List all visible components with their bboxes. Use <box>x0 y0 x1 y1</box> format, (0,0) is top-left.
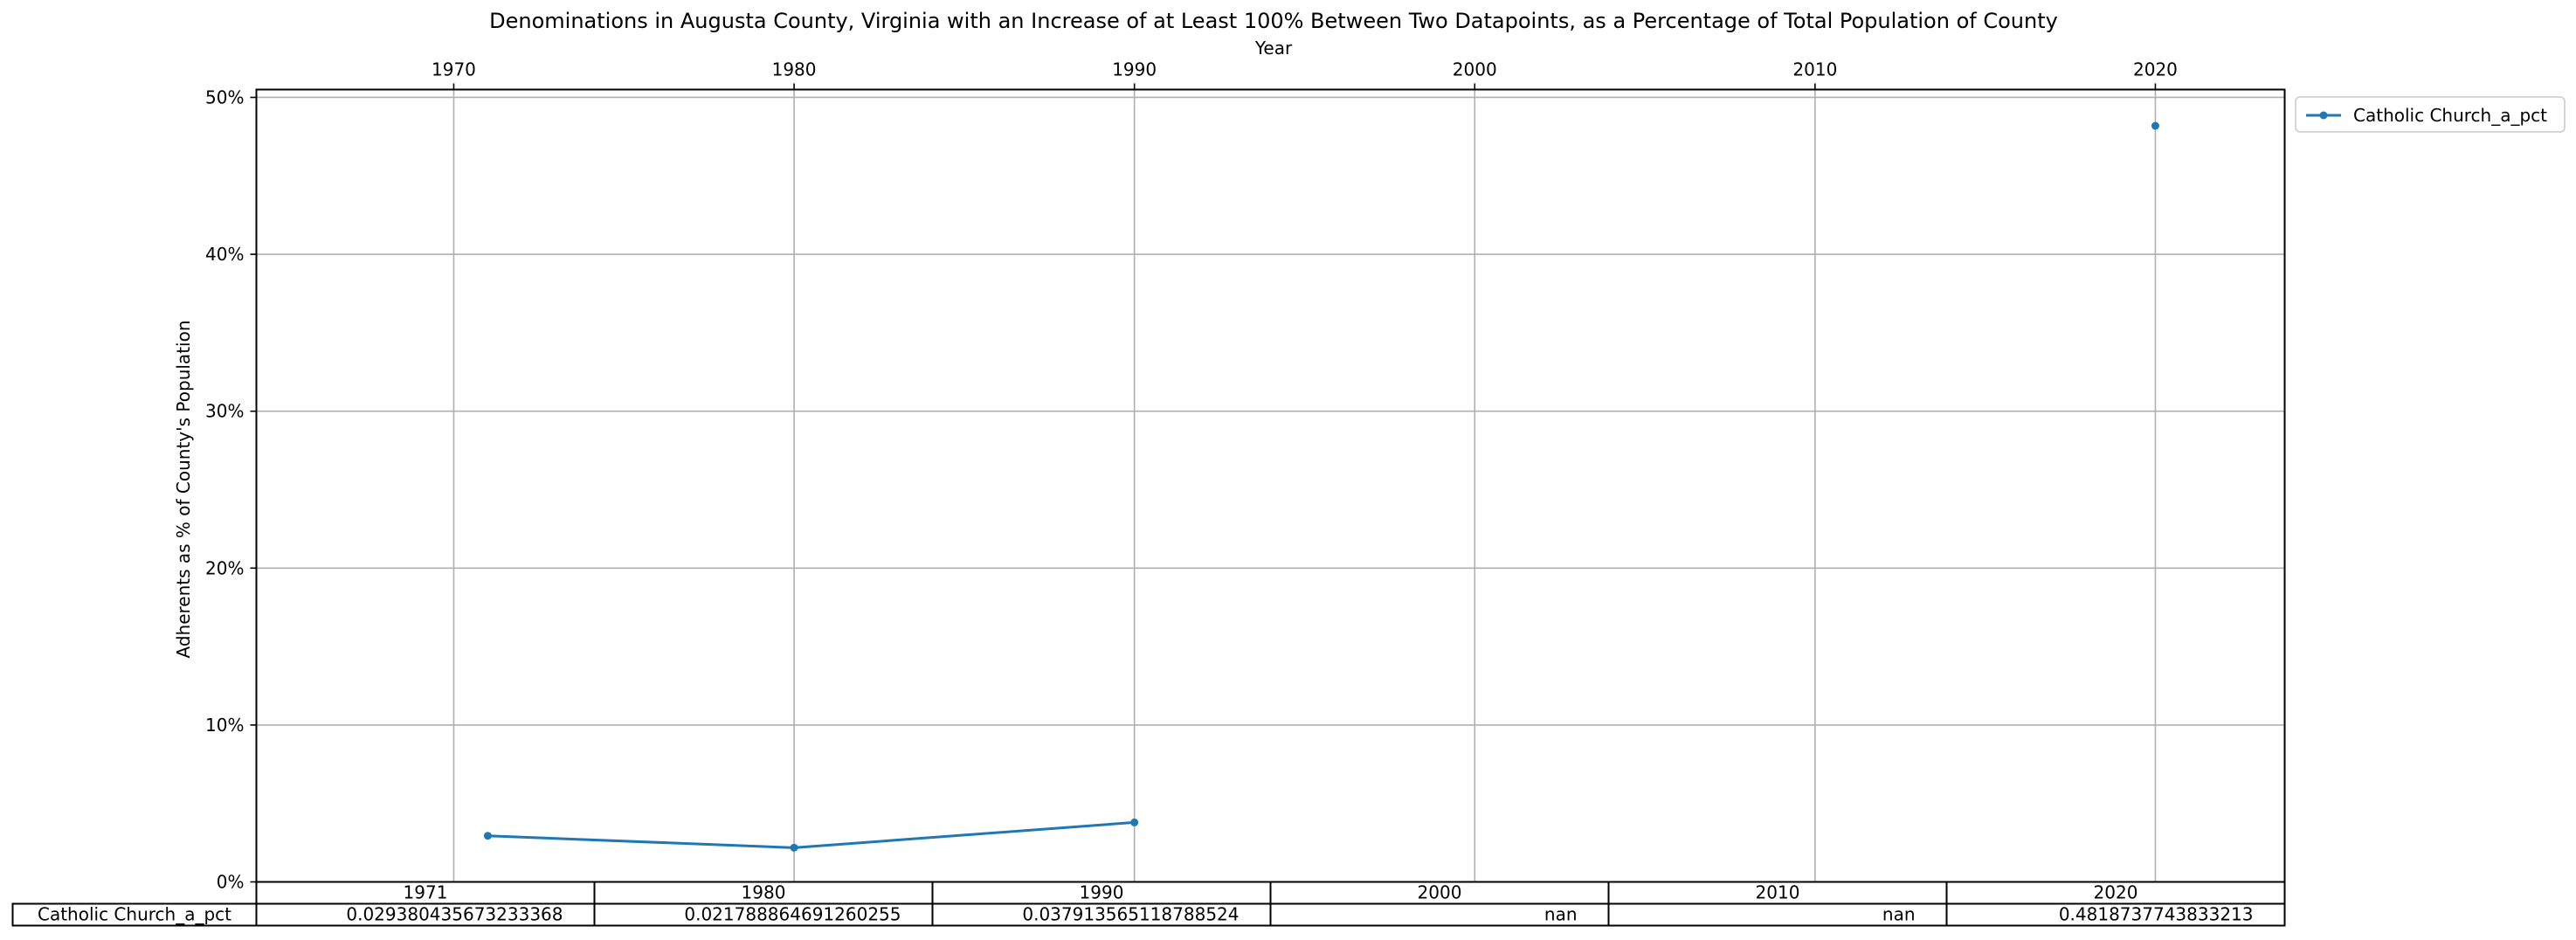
table-cell-value: 0.4818737743833213 <box>2059 904 2254 925</box>
legend-box <box>2295 96 2566 133</box>
data-table: 1971 1980 1990 2000 2010 2020 Catholic Church_… <box>11 881 2286 927</box>
table-cell <box>255 902 596 927</box>
table-row-label: Catholic Church_a_pct <box>38 904 231 925</box>
x-axis-label: Year <box>1254 38 1293 59</box>
table-cell-value: 0.021788864691260255 <box>684 904 901 925</box>
table-cell-value: nan <box>1544 904 1578 925</box>
table-header-cell <box>931 881 1272 905</box>
table-cell <box>1945 902 2286 927</box>
plot-frame <box>255 88 2286 883</box>
table-cell <box>1269 902 1610 927</box>
y-tick-label: 0% <box>217 872 245 893</box>
table-cell <box>931 902 1272 927</box>
x-tick-label: 2020 <box>2133 59 2178 80</box>
table-cell-value: nan <box>1882 904 1916 925</box>
y-tick-label: 50% <box>205 86 244 107</box>
legend-label: Catholic Church_a_pct <box>2353 105 2547 126</box>
series-layer <box>483 121 2159 852</box>
table-header-cell <box>593 881 934 905</box>
y-axis-label: Adherents as % of County's Population <box>173 320 194 658</box>
legend-marker <box>2319 111 2328 120</box>
x-tick-label: 2000 <box>1453 59 1497 80</box>
grid-layer <box>256 89 2285 883</box>
table-header-text: 2000 <box>1418 882 1462 903</box>
table-header-text: 2020 <box>2094 882 2138 903</box>
y-tick-label: 20% <box>205 557 244 578</box>
x-tick-label: 1970 <box>432 59 476 80</box>
chart-title: Denominations in Augusta County, Virgini… <box>489 9 2058 33</box>
table-header-cell <box>1269 881 1610 905</box>
x-tick-label: 1980 <box>772 59 817 80</box>
table-header-text: 1990 <box>1080 882 1124 903</box>
table-cell <box>593 902 934 927</box>
table-cell-value: 0.029380435673233368 <box>346 904 563 925</box>
x-tick-label: 1990 <box>1112 59 1157 80</box>
table-header-text: 1971 <box>404 882 448 903</box>
table-cell-value: 0.037913565118788524 <box>1022 904 1239 925</box>
data-point <box>483 832 492 840</box>
y-tick-label: 40% <box>205 244 244 265</box>
y-tick-label: 10% <box>205 715 244 736</box>
data-point <box>2151 121 2159 130</box>
series-catholic-church-a-pct <box>483 121 2159 852</box>
data-point <box>1130 818 1139 826</box>
table-header-cell <box>1945 881 2286 905</box>
x-tick-label: 2010 <box>1792 59 1837 80</box>
series-line <box>487 820 1135 849</box>
data-point <box>790 843 798 852</box>
table-header-cell <box>255 881 596 905</box>
table-header-text: 1980 <box>742 882 786 903</box>
ticks-layer: 1970 1980 1990 2000 2010 2020 0% 10% 20% 30% 40% 50… <box>205 59 2178 893</box>
y-tick-label: 30% <box>205 401 244 422</box>
table-header-text: 2010 <box>1756 882 1800 903</box>
legend: Catholic Church_a_pct <box>2295 96 2566 133</box>
table-cell <box>1607 902 1948 927</box>
